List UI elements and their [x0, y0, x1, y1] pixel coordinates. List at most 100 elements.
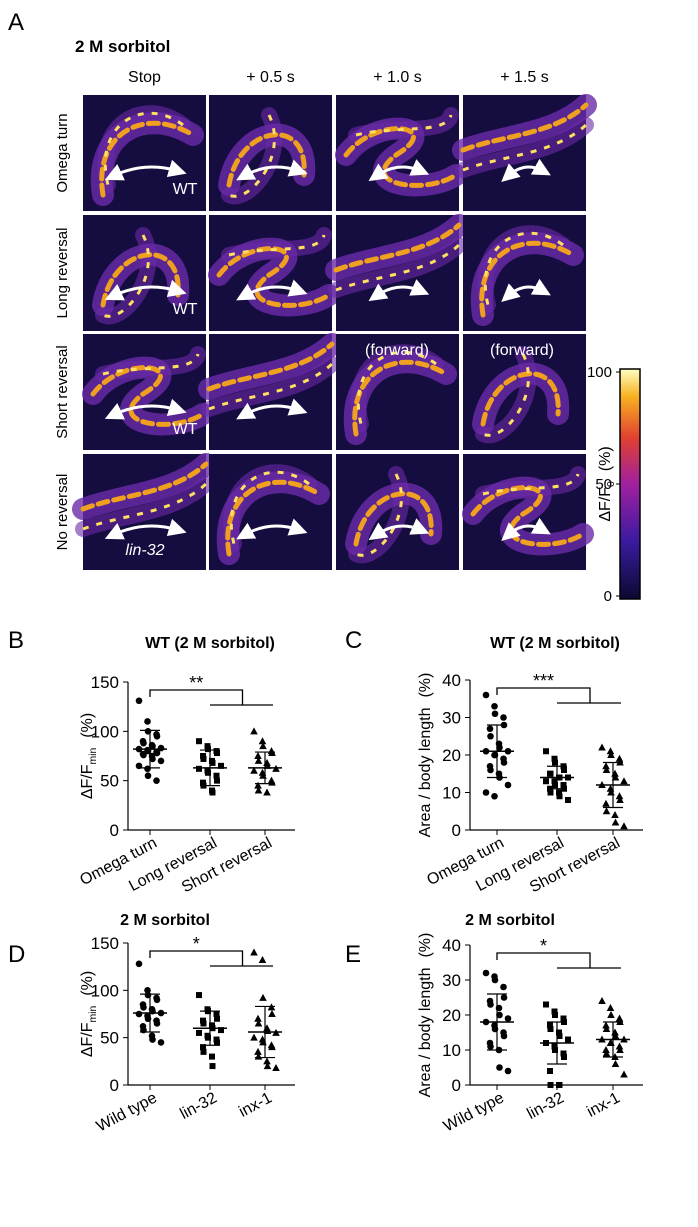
neuron-signal — [470, 485, 586, 547]
data-point — [615, 1014, 624, 1022]
image-cell — [336, 334, 459, 450]
y-tick-label: 20 — [442, 1006, 461, 1025]
neuron-signal — [225, 479, 322, 557]
colorbar-label: ΔF/F0 (%) — [597, 446, 617, 521]
y-tick-label: 0 — [110, 821, 119, 840]
column-header: + 0.5 s — [246, 69, 294, 86]
significance-label: * — [193, 934, 200, 954]
panel-label: C — [345, 627, 362, 654]
y-tick-label: 10 — [442, 784, 461, 803]
x-tick-label: inx-1 — [236, 1089, 275, 1120]
data-point — [504, 1015, 512, 1022]
data-point — [556, 789, 562, 796]
data-point — [250, 766, 258, 774]
data-point — [254, 781, 262, 789]
neuron-signal — [206, 341, 335, 392]
y-axis-label-main: ΔF/F — [79, 764, 96, 799]
data-point — [254, 786, 263, 794]
chart-title: 2 M sorbitol — [120, 912, 210, 929]
y-axis-label-unit: (%) — [79, 713, 96, 738]
data-point — [272, 1063, 280, 1071]
image-cell — [325, 214, 470, 331]
data-point — [504, 1067, 512, 1075]
data-point — [491, 702, 498, 710]
data-point — [250, 948, 258, 956]
y-axis-label-main: Area / body length — [417, 708, 434, 838]
panel-label: D — [8, 941, 25, 968]
image-cell — [462, 454, 594, 570]
data-point — [496, 1011, 503, 1019]
neuron-signal — [99, 120, 196, 198]
data-point — [200, 1020, 207, 1027]
data-point — [205, 746, 211, 753]
data-point — [140, 751, 147, 759]
data-point — [552, 1047, 558, 1053]
arrow — [236, 279, 308, 301]
data-point — [482, 789, 490, 796]
data-point — [606, 747, 615, 755]
data-point — [543, 778, 549, 785]
neuron-signal — [462, 123, 588, 172]
chart-title: WT (2 M sorbitol) — [490, 635, 620, 652]
arrow — [236, 159, 308, 181]
data-point — [214, 1015, 220, 1022]
image-cell — [209, 95, 332, 211]
data-point — [556, 1082, 563, 1088]
data-point — [200, 755, 207, 762]
data-point — [196, 992, 202, 999]
y-axis-label-main: ΔF/F — [79, 1022, 96, 1057]
image-cell — [463, 334, 586, 450]
data-point — [496, 744, 503, 751]
data-point — [616, 796, 624, 803]
neuron-signal — [356, 350, 437, 425]
data-point — [258, 956, 267, 964]
data-point — [611, 818, 620, 826]
y-tick-label: 50 — [100, 1029, 119, 1048]
data-point — [254, 1019, 263, 1027]
data-point — [547, 770, 554, 777]
data-point — [487, 732, 494, 740]
data-point — [491, 710, 499, 718]
data-point — [144, 718, 151, 725]
neuron-signal — [208, 362, 334, 411]
data-point — [482, 969, 490, 977]
data-point — [218, 762, 224, 769]
y-tick-label: 100 — [91, 981, 119, 1000]
data-point — [218, 1027, 224, 1034]
data-point — [157, 757, 165, 765]
row-label: No reversal — [54, 474, 71, 551]
data-point — [254, 1047, 262, 1055]
colorbar-label-sub: 0 — [606, 481, 617, 487]
data-point — [254, 756, 263, 764]
data-point — [560, 1015, 567, 1022]
data-point — [268, 1043, 276, 1051]
arrow — [501, 517, 551, 541]
colorbar — [619, 368, 641, 600]
neuron-signal — [82, 482, 208, 531]
data-point — [268, 1010, 276, 1017]
y-axis-label: ΔF/Fmin (%) — [79, 971, 99, 1057]
neuron-signal — [102, 353, 200, 376]
significance-bracket — [149, 950, 273, 967]
data-point — [556, 793, 563, 800]
image-cell — [82, 334, 214, 450]
y-axis-label-unit: (%) — [417, 673, 434, 698]
image-cell — [198, 333, 343, 450]
neuron-signal — [482, 353, 530, 437]
data-point — [551, 755, 558, 762]
image-annotation: WT — [173, 181, 198, 198]
data-point — [149, 742, 156, 750]
data-point — [200, 1048, 207, 1055]
data-point — [135, 1010, 143, 1018]
arrow — [236, 518, 308, 540]
data-point — [602, 762, 610, 770]
data-point — [500, 983, 507, 991]
data-point — [560, 782, 567, 788]
image-annotation: WT — [173, 301, 198, 318]
y-tick-label: 100 — [91, 722, 119, 741]
y-axis-label-sub: min — [88, 748, 99, 765]
data-point — [547, 1068, 553, 1074]
y-axis-label: ΔF/Fmin (%) — [79, 713, 99, 799]
data-point — [543, 1001, 549, 1008]
data-point — [607, 1011, 615, 1018]
